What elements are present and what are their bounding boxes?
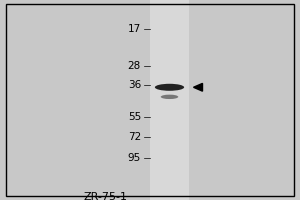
Text: 17: 17	[128, 24, 141, 34]
Polygon shape	[194, 83, 202, 91]
Text: 72: 72	[128, 132, 141, 142]
Text: 95: 95	[128, 153, 141, 163]
Bar	[150, 0, 189, 200]
Text: 28: 28	[128, 61, 141, 71]
Text: 55: 55	[128, 112, 141, 122]
Text: ZR-75-1: ZR-75-1	[83, 192, 127, 200]
Ellipse shape	[155, 84, 184, 91]
Ellipse shape	[161, 95, 178, 99]
Text: 36: 36	[128, 80, 141, 90]
